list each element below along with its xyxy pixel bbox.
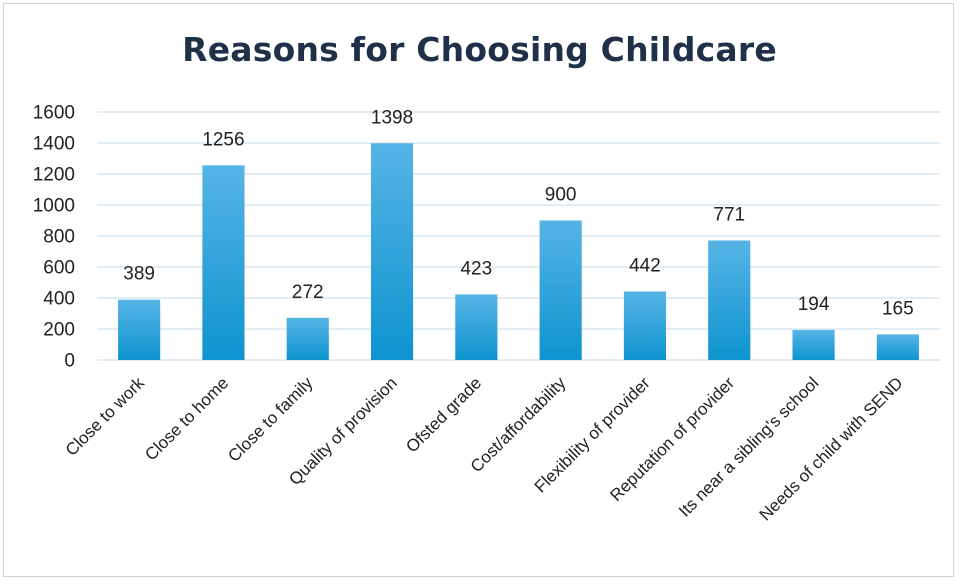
- x-category-label: Its near a sibling's school: [675, 373, 822, 520]
- data-label: 423: [460, 258, 492, 279]
- bar: [455, 294, 498, 360]
- y-tick-label: 200: [43, 320, 75, 341]
- x-category-label: Ofsted grade: [402, 373, 485, 456]
- bar: [623, 291, 667, 360]
- bar: [370, 143, 414, 360]
- bar: [876, 334, 919, 360]
- bar: [118, 299, 161, 360]
- chart-title: Reasons for Choosing Childcare: [182, 30, 777, 69]
- x-category-label: Needs of child with SEND: [756, 373, 907, 524]
- data-label: 900: [545, 185, 577, 206]
- bar: [202, 165, 245, 360]
- y-tick-label: 1200: [33, 165, 75, 186]
- y-tick-label: 1600: [33, 103, 75, 124]
- bar: [792, 329, 835, 360]
- chart-frame: [3, 3, 954, 577]
- x-category-label: Close to family: [224, 373, 317, 466]
- data-label: 194: [798, 294, 830, 315]
- data-label: 165: [882, 298, 914, 319]
- y-tick-label: 1000: [33, 196, 75, 217]
- data-label: 1398: [371, 107, 413, 128]
- y-tick-label: 400: [43, 289, 75, 310]
- x-category-label: Close to home: [141, 373, 232, 464]
- x-category-label: Close to work: [62, 373, 149, 460]
- bar: [286, 317, 329, 360]
- data-label: 389: [123, 264, 155, 285]
- data-label: 272: [292, 282, 324, 303]
- data-label: 1256: [202, 129, 244, 150]
- bar: [539, 220, 582, 360]
- y-tick-label: 800: [43, 227, 75, 248]
- data-label: 771: [713, 204, 745, 225]
- bar: [708, 240, 751, 360]
- y-tick-label: 0: [64, 351, 75, 372]
- y-tick-label: 600: [43, 258, 75, 279]
- y-tick-label: 1400: [33, 134, 75, 155]
- data-label: 442: [629, 255, 661, 276]
